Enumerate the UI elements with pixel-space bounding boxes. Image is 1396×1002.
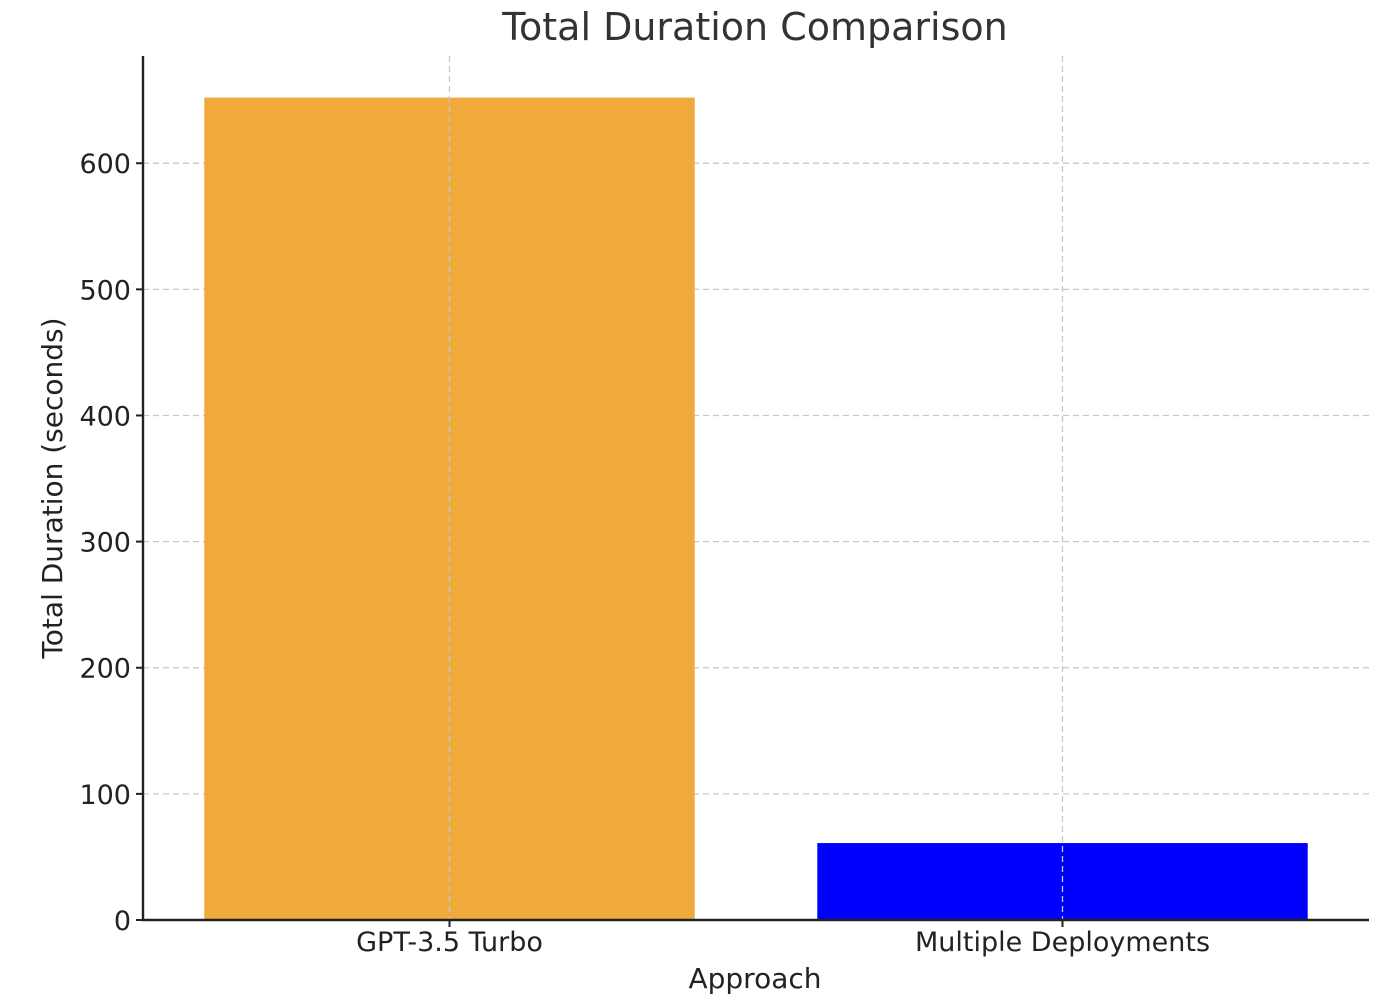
axis-layer (141, 56, 1369, 922)
y-tick-label: 400 (79, 401, 131, 432)
vertical-grid-layer (448, 56, 1064, 920)
bar-layer (204, 97, 1308, 921)
y-axis-label: Total Duration (seconds) (36, 317, 69, 659)
x-axis-label: Approach (688, 962, 821, 995)
x-tick-layer: GPT-3.5 Turbo Multiple Deployments (356, 920, 1210, 958)
y-tick-label: 300 (79, 528, 131, 559)
x-tick-label: Multiple Deployments (915, 927, 1210, 958)
x-tick-label: GPT-3.5 Turbo (356, 927, 543, 958)
y-tick-label: 200 (79, 654, 131, 685)
y-tick-label: 500 (79, 275, 131, 306)
chart-title: Total Duration Comparison (501, 5, 1007, 49)
y-tick-layer: 0 100 200 300 400 500 600 (79, 149, 143, 937)
y-tick-label: 600 (79, 149, 131, 180)
y-tick-label: 0 (114, 906, 131, 937)
y-tick-label: 100 (79, 780, 131, 811)
